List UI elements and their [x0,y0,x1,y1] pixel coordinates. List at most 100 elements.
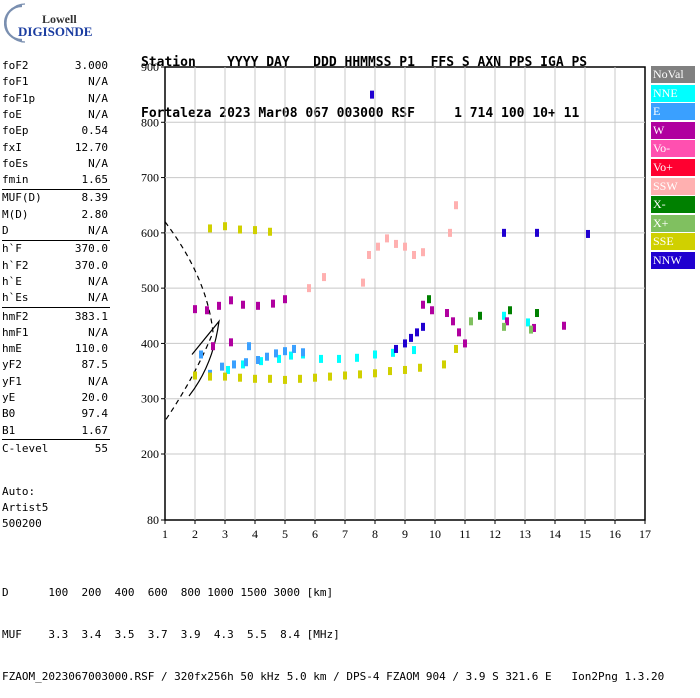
echo-point-sse [208,372,212,381]
echo-point-ssw [361,278,365,287]
echo-point-e [247,342,251,351]
param-name: foF1p [2,91,36,105]
param-row: B0 97.4 [2,406,108,422]
param-value: 370.0 [74,242,108,256]
logo-brand-top: Lowell [42,12,77,26]
y-tick-label: 300 [141,392,159,406]
param-name: B0 [2,407,16,421]
param-row: h`F2 370.0 [2,258,108,274]
x-tick-label: 4 [252,527,258,541]
echo-point-w [229,296,233,305]
echo-point-nne [391,348,395,357]
artist-label: Artist5 [2,501,49,514]
echo-point-sse [418,363,422,372]
y-tick-label: 400 [141,336,159,350]
echo-point-ssw [376,242,380,251]
echo-point-ssw [454,201,458,210]
param-row: hmF2 383.1 [2,309,108,325]
param-name: fxI [2,140,22,154]
legend-item: SSE [651,233,695,251]
param-separator [2,188,110,190]
echo-point-nne [289,351,293,360]
echo-point-w [532,323,536,332]
param-value: 0.54 [81,124,109,138]
echo-point-nnw [394,344,398,353]
param-name: M(D) [2,207,29,221]
echo-point-nnw [586,229,590,238]
echo-point-sse [238,373,242,382]
legend-item: X+ [651,214,695,232]
param-value: N/A [88,291,108,305]
param-name: yE [2,391,16,404]
param-name: C-level [2,441,49,455]
echo-point-ssw [448,228,452,237]
param-row: foEs N/A [2,156,108,172]
echo-points [193,90,590,384]
param-value: 383.1 [74,309,108,323]
param-value: 1.67 [81,423,109,437]
y-tick-label: 800 [141,115,159,129]
x-tick-label: 13 [519,527,531,541]
echo-point-e [292,344,296,353]
echo-point-w [463,339,467,348]
param-row: fmin 1.65 [2,172,108,188]
echo-point-sse [223,372,227,381]
x-tick-label: 10 [429,527,441,541]
param-value: 1.65 [81,173,109,187]
echo-point-nnw [415,328,419,337]
param-value: 12.70 [74,140,108,154]
y-tick-label: 900 [141,60,159,74]
param-value: N/A [88,107,108,121]
param-row: hmF1 N/A [2,325,108,341]
param-value: N/A [88,156,108,170]
echo-point-ssw [394,239,398,248]
y-tick-label: 600 [141,226,159,240]
echo-point-nne [259,357,263,366]
param-value: 2.80 [81,207,109,221]
echo-point-e [256,356,260,365]
echo-point-x- [478,311,482,320]
echo-point-e [274,349,278,358]
echo-point-nne [355,353,359,362]
x-tick-label: 7 [342,527,348,541]
polarization-legend: NoVal NNE E W Vo- Vo+ SSW X- X+ SSE NNW [651,66,695,271]
echo-point-nnw [409,333,413,342]
density-profile [164,221,220,422]
echo-point-ssw [385,234,389,243]
logo-brand-bottom: DIGISONDE [18,24,93,39]
echo-point-w [205,306,209,315]
ionogram-plot: 1 2 3 4 5 6 7 8 9 10 11 12 13 14 15 16 17 80200300400500… [141,60,651,541]
param-row: D N/A [2,223,108,239]
echo-point-sse [454,344,458,353]
echo-point-w [229,338,233,347]
param-name: foE [2,107,22,121]
auto-label: Auto: [2,485,36,498]
echo-point-w [562,321,566,330]
param-row: yE 20.0 [2,390,108,406]
echo-point-ssw [412,250,416,259]
echo-point-nne [319,354,323,363]
param-name: h`F [2,242,22,256]
x-tick-label: 8 [372,527,378,541]
echo-point-nnw [403,339,407,348]
param-value: N/A [88,325,108,339]
param-name: hmE [2,342,22,356]
echo-point-w [445,309,449,318]
echo-point-e [265,352,269,361]
echo-point-w [256,301,260,310]
x-axis-ticks: 1 2 3 4 5 6 7 8 9 10 11 12 13 14 15 16 17 [162,520,651,541]
echo-point-ssw [421,248,425,257]
param-name: h`E [2,274,22,288]
x-tick-label: 11 [459,527,471,541]
echo-point-w [217,301,221,310]
echo-point-sse [313,373,317,382]
echo-point-sse [253,226,257,235]
echo-point-sse [298,374,302,383]
profile-dashed-curve [164,221,214,422]
param-row: fxI 12.70 [2,140,108,156]
y-tick-label: 500 [141,281,159,295]
param-row: foF2 3.000 [2,58,108,74]
param-value: 3.000 [74,59,108,72]
echo-point-nne [337,354,341,363]
echo-point-x- [508,306,512,315]
